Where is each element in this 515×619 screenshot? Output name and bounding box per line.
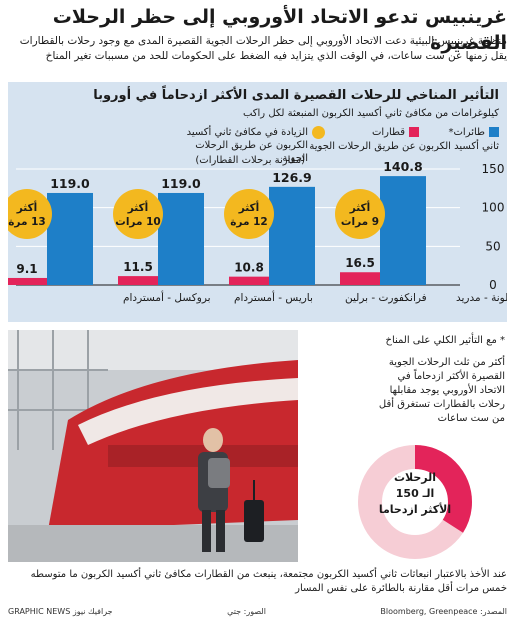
legend-increase-note: (مقارنة برحلات القطارات) bbox=[195, 154, 305, 167]
train-station-photo bbox=[8, 330, 298, 562]
source-credit: المصدر: Bloomberg, Greenpeace bbox=[380, 607, 507, 616]
page-title: غرينبيس تدعو الاتحاد الأوروبي إلى حظر ال… bbox=[52, 6, 507, 54]
legend-increase: الزيادة في مكافئ ثاني أكسيد الكربون عن ط… bbox=[167, 126, 325, 165]
increase-badge bbox=[113, 189, 163, 239]
photo-credit: الصور: جتي bbox=[227, 607, 266, 616]
legend-flight: طائرات* bbox=[448, 126, 499, 139]
increase-badge-top: أكثر bbox=[16, 200, 38, 214]
legend-increase-note-label: (مقارنة برحلات القطارات) bbox=[195, 155, 305, 166]
category-label: برشلونة - مدريد bbox=[456, 292, 507, 304]
increase-badge-bottom: 13 مرة bbox=[8, 216, 46, 228]
legend-increase-label: الزيادة في مكافئ ثاني أكسيد الكربون عن ط… bbox=[186, 127, 308, 164]
category-label: فرانكفورت - برلين bbox=[345, 292, 427, 304]
chart-panel: التأثير المناخي للرحلات القصيرة المدى ال… bbox=[8, 82, 507, 322]
chart-subtitle: كيلوغرامات من مكافئ ثاني أكسيد الكربون ا… bbox=[242, 108, 499, 119]
chart-legend: طائرات* ثاني أكسيد الكربون عن طريق الرحل… bbox=[12, 124, 501, 167]
increase-badge-top: أكثر bbox=[349, 200, 371, 214]
legend-train-label: قطارات bbox=[371, 127, 405, 138]
train-bar bbox=[340, 272, 380, 285]
train-value-label: 16.5 bbox=[345, 256, 375, 270]
y-tick-label: 50 bbox=[485, 239, 500, 253]
donut-label-line1: الرحلات bbox=[393, 471, 437, 484]
y-tick-label: 100 bbox=[482, 201, 505, 215]
increase-badge-top: أكثر bbox=[238, 200, 260, 214]
legend-flight-swatch bbox=[489, 127, 499, 137]
photo-illustration bbox=[8, 330, 298, 562]
train-bar bbox=[8, 277, 47, 285]
y-tick-label: 0 bbox=[489, 278, 497, 292]
train-value-label: 11.5 bbox=[123, 260, 153, 274]
train-value-label: 10.8 bbox=[234, 261, 264, 275]
bar-chart: 0 50 100 150 140.8 16.5 أكثر 9 مرات برشلونة - مد… bbox=[8, 159, 507, 304]
legend-train-swatch bbox=[409, 127, 419, 137]
increase-badge-top: أكثر bbox=[127, 200, 149, 214]
y-tick-label: 150 bbox=[482, 162, 505, 176]
train-bar bbox=[118, 276, 158, 285]
category-label: باريس - أمستردام bbox=[234, 290, 313, 304]
flight-value-label: 119.0 bbox=[161, 176, 201, 191]
increase-badge bbox=[224, 189, 274, 239]
donut-label: الرحلات الـ 150 الأكثر ازدحاما bbox=[370, 470, 460, 518]
legend-flight-desc-label: ثاني أكسيد الكربون عن طريق الرحلات الجوي… bbox=[309, 141, 499, 152]
flight-bar bbox=[158, 192, 204, 285]
increase-badge-bottom: 10 مرات bbox=[115, 216, 160, 228]
side-body-text: أكثر من ثلث الرحلات الجوية القصيرة الأكث… bbox=[378, 357, 505, 424]
legend-flight-label: طائرات* bbox=[448, 127, 486, 138]
donut-label-line3: الأكثر ازدحاما bbox=[378, 503, 452, 516]
legend-flight-desc: ثاني أكسيد الكربون عن طريق الرحلات الجوي… bbox=[309, 140, 499, 153]
chart-title: التأثير المناخي للرحلات القصيرة المدى ال… bbox=[93, 88, 499, 103]
flight-bar bbox=[269, 186, 315, 285]
busiest-routes-donut bbox=[358, 445, 472, 559]
increase-badge-bottom: 12 مرة bbox=[230, 216, 268, 228]
increase-badge bbox=[335, 189, 385, 239]
train-bar bbox=[229, 276, 269, 285]
footer-text: عند الأخذ بالاعتبار انبعاثات ثاني أكسيد … bbox=[30, 569, 507, 594]
flight-bar bbox=[47, 192, 93, 285]
flight-value-label: 140.8 bbox=[383, 159, 423, 174]
increase-badge bbox=[8, 189, 52, 239]
brand-credit: جرافيك نيوز GRAPHIC NEWS bbox=[8, 607, 113, 616]
side-footnote: * مع التأثير الكلي على المناخ bbox=[385, 335, 505, 346]
flight-value-label: 126.9 bbox=[272, 170, 312, 185]
donut-label-line2: الـ 150 bbox=[395, 487, 435, 500]
flight-bar bbox=[380, 176, 426, 285]
flight-value-label: 119.0 bbox=[50, 176, 90, 191]
train-value-label: 9.1 bbox=[16, 262, 37, 276]
increase-badge-bottom: 9 مرات bbox=[341, 216, 379, 228]
intro-text: منظمة غرينبيس البيئية دعت الاتحاد الأورو… bbox=[19, 35, 507, 62]
legend-train: قطارات bbox=[372, 126, 419, 139]
category-label: بروكسل - أمستردام bbox=[123, 290, 211, 304]
credits: المصدر: Bloomberg, Greenpeace الصور: جتي… bbox=[8, 607, 507, 616]
legend-increase-swatch bbox=[312, 126, 325, 139]
donut-segment bbox=[358, 445, 472, 559]
